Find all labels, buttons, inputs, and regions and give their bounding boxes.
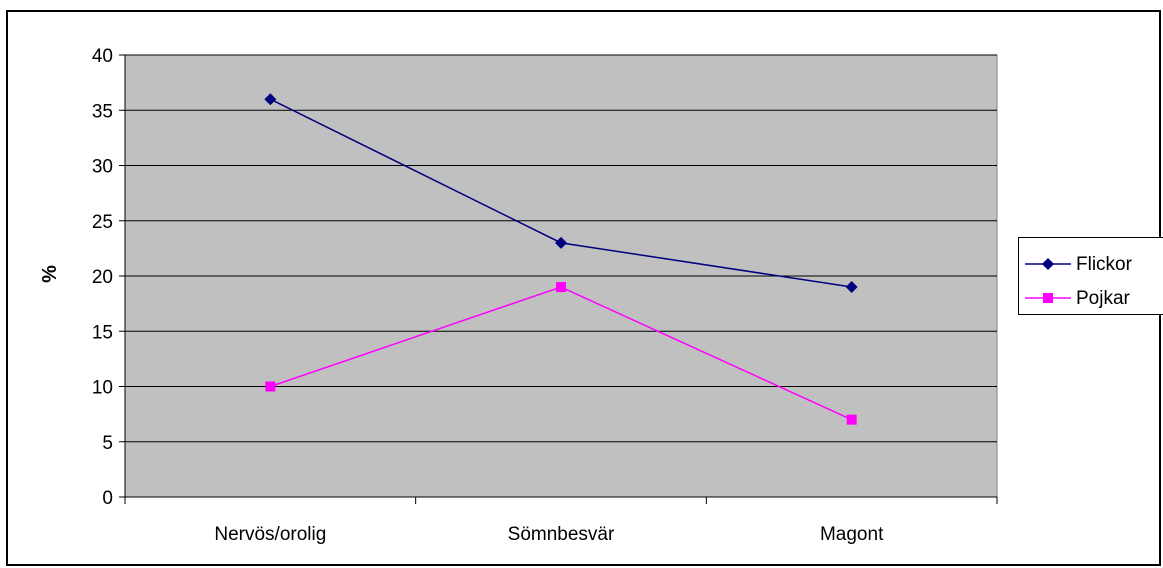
x-tick-label: Nervös/orolig [214,524,326,545]
data-point-flickor [845,281,858,294]
data-point-flickor [555,236,567,249]
legend: Flickor Pojkar [1018,237,1163,315]
legend-item-flickor: Flickor [1019,252,1163,276]
data-point-pojkar [556,282,566,293]
x-tick-label: Magont [820,524,884,545]
legend-label: Flickor [1076,254,1132,275]
y-tick-label: 15 [92,322,113,343]
y-axis-label: % [39,265,61,283]
y-tick-label: 35 [92,101,113,122]
y-tick-label: 30 [92,157,113,178]
data-point-pojkar [846,414,857,425]
axes: 0 5 10 15 20 25 30 35 40 Nervös/orolig Sömnbesvär M… [92,46,998,545]
y-tick-label: 5 [102,433,113,454]
x-tick-label: Sömnbesvär [508,524,615,545]
data-point-flickor [264,93,277,106]
legend-swatch-flickor [1025,258,1071,270]
series [264,93,858,425]
y-tick-label: 0 [102,488,113,509]
legend-item-pojkar: Pojkar [1019,286,1163,310]
y-tick-label: 10 [92,378,113,399]
y-tick-label: 25 [92,212,113,233]
y-tick-label: 40 [92,46,113,67]
legend-label: Pojkar [1076,288,1130,309]
legend-swatch-pojkar [1025,293,1071,303]
y-tick-label: 20 [92,267,113,288]
data-point-pojkar [265,381,276,392]
